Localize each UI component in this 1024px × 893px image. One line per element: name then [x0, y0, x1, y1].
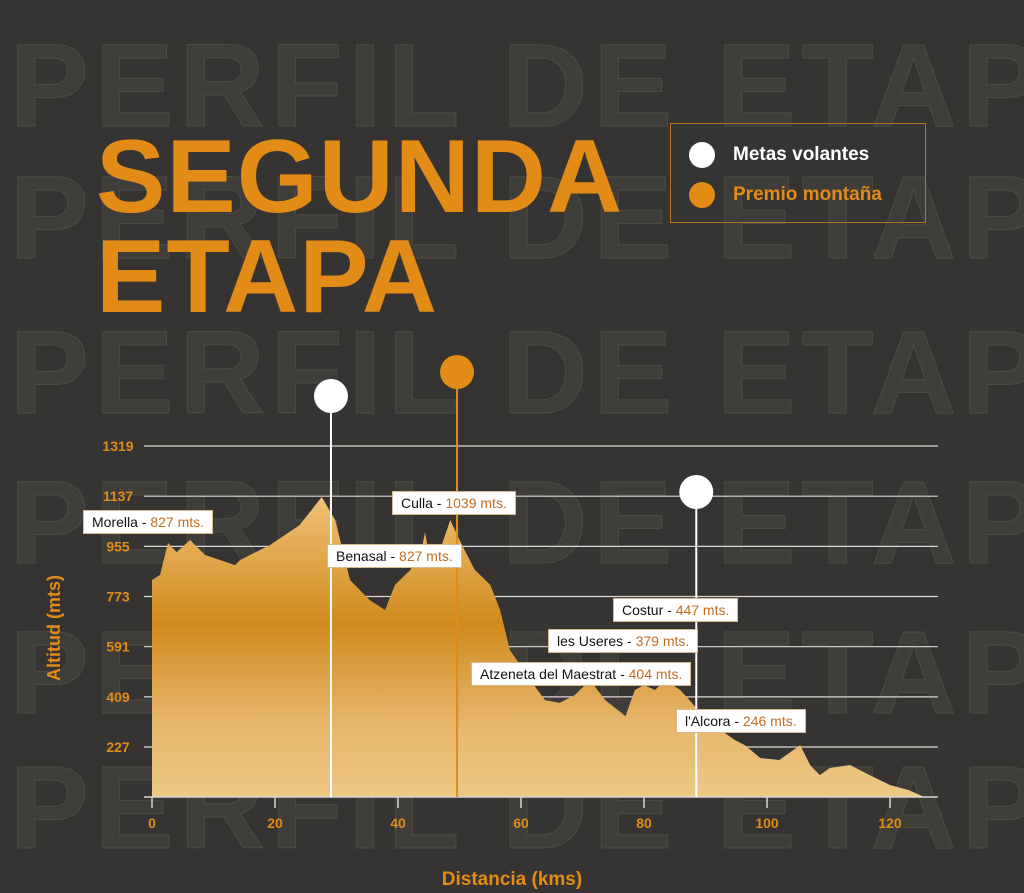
y-tick-label: 773 — [106, 589, 130, 605]
y-tick-label: 1137 — [103, 488, 134, 504]
watermark: PERFIL DE ETAPA — [9, 152, 1024, 285]
title-line2: ETAPA — [96, 219, 439, 335]
marker-circle — [313, 379, 348, 413]
legend-label: Premio montaña — [733, 184, 882, 205]
annotation-lalcora: l'Alcora - 246 mts. — [676, 709, 806, 733]
y-tick-label: 227 — [106, 739, 130, 755]
x-tick-label: 20 — [267, 815, 283, 831]
marker-circle — [679, 475, 714, 509]
annotation-atzeneta: Atzeneta del Maestrat - 404 mts. — [471, 662, 692, 686]
legend-item-premio: Premio montaña — [689, 182, 882, 208]
x-tick-label: 60 — [513, 815, 529, 831]
x-tick-label: 0 — [148, 815, 156, 831]
x-tick-label: 40 — [390, 815, 406, 831]
annotation-costur: Costur - 447 mts. — [613, 598, 739, 622]
marker-circle — [440, 355, 475, 389]
watermark: PERFIL DE ETAPA — [9, 307, 1024, 440]
legend-label: Metas volantes — [733, 144, 870, 165]
legend-item-metas: Metas volantes — [689, 142, 869, 168]
x-tick-label: 80 — [636, 815, 652, 831]
legend: Metas volantes Premio montaña — [670, 123, 926, 223]
y-tick-label: 955 — [106, 538, 130, 554]
elevation-area — [152, 496, 926, 798]
annotation-morella: Morella - 827 mts. — [83, 510, 214, 534]
watermark: PERFIL DE ETAPA — [9, 20, 1024, 153]
x-tick-label: 120 — [878, 815, 902, 831]
x-axis-label: Distancia (kms) — [442, 869, 582, 890]
annotation-culla: Culla - 1039 mts. — [392, 491, 516, 515]
y-tick-label: 1319 — [102, 438, 133, 454]
annotation-benasal: Benasal - 827 mts. — [327, 544, 462, 568]
y-tick-label: 591 — [106, 639, 130, 655]
y-axis-label: Altitud (mts) — [44, 575, 64, 681]
orange-dot-icon — [689, 182, 715, 208]
y-tick-label: 409 — [106, 689, 130, 705]
annotation-les-useres: les Useres - 379 mts. — [548, 629, 699, 653]
x-tick-label: 100 — [755, 815, 779, 831]
white-dot-icon — [689, 142, 715, 168]
title-line1: SEGUNDA — [96, 119, 624, 235]
